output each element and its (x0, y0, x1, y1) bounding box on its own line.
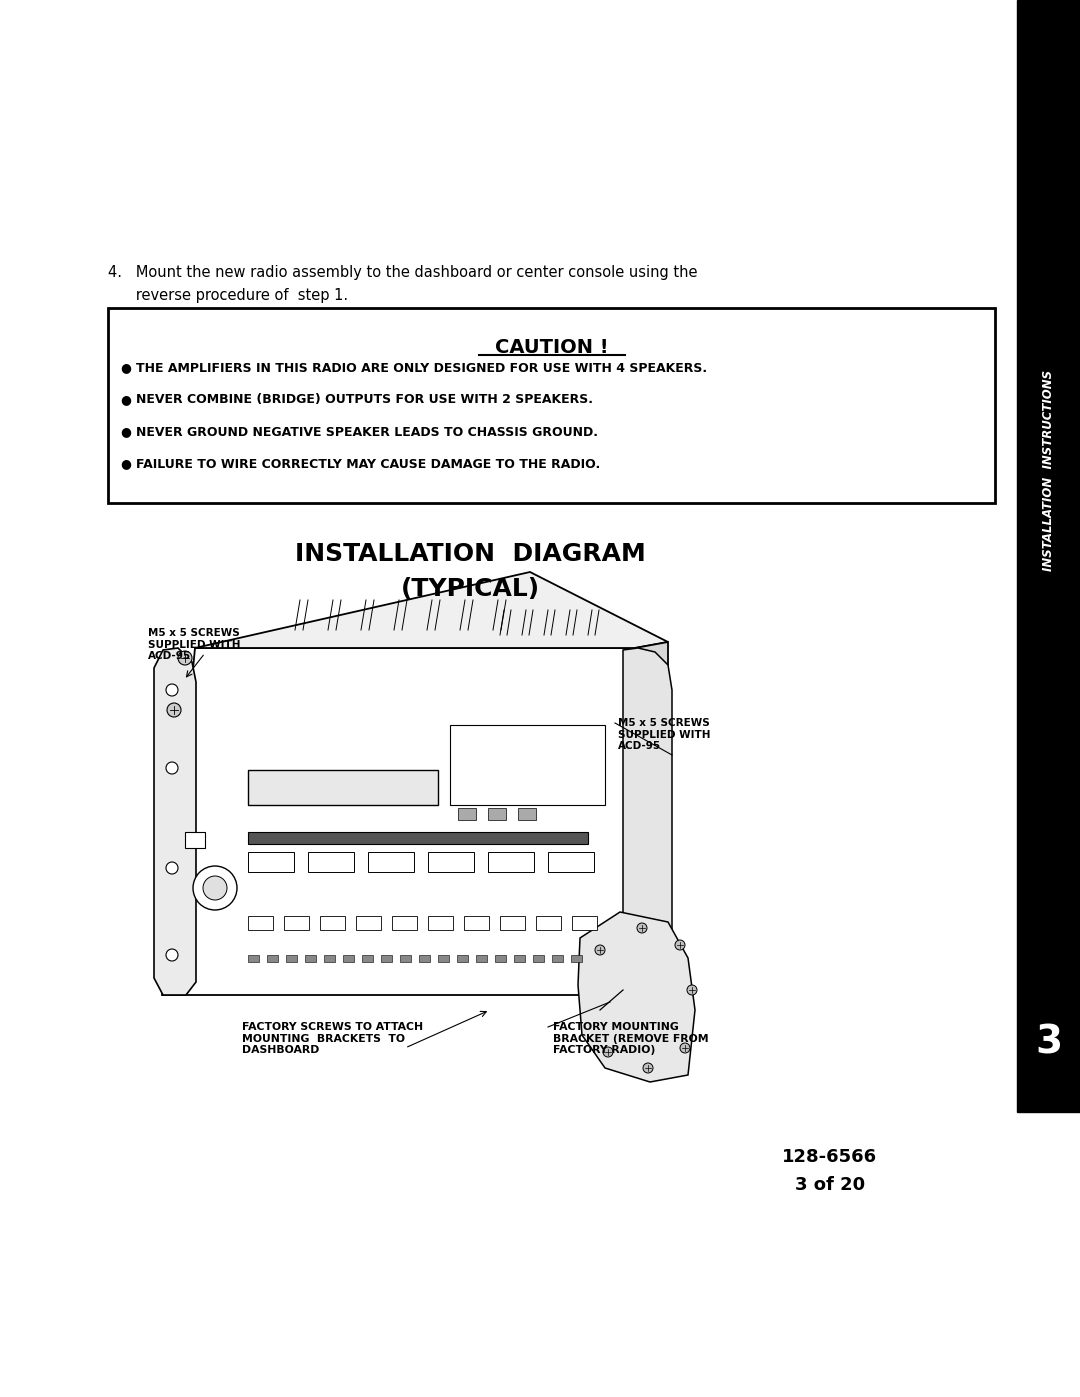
Text: 4.   Mount the new radio assembly to the dashboard or center console using the: 4. Mount the new radio assembly to the d… (108, 265, 698, 279)
Bar (476, 956, 487, 963)
Text: NEVER GROUND NEGATIVE SPEAKER LEADS TO CHASSIS GROUND.: NEVER GROUND NEGATIVE SPEAKER LEADS TO C… (136, 426, 598, 439)
Bar (428, 852, 474, 872)
Bar (514, 956, 525, 963)
Circle shape (675, 940, 685, 950)
Bar (438, 956, 449, 963)
Bar (248, 956, 259, 963)
Bar (400, 956, 411, 963)
Bar (457, 956, 468, 963)
Bar (308, 852, 354, 872)
Polygon shape (623, 648, 672, 995)
Circle shape (603, 1046, 613, 1058)
Bar (419, 956, 430, 963)
Bar (488, 807, 507, 820)
Text: ●: ● (120, 426, 131, 439)
Text: THE AMPLIFIERS IN THIS RADIO ARE ONLY DESIGNED FOR USE WITH 4 SPEAKERS.: THE AMPLIFIERS IN THIS RADIO ARE ONLY DE… (136, 362, 707, 374)
Polygon shape (578, 912, 696, 1083)
Bar (185, 833, 205, 848)
Bar (248, 770, 438, 805)
Bar (248, 852, 294, 872)
Bar (248, 833, 588, 844)
Circle shape (203, 876, 227, 900)
Circle shape (166, 862, 178, 875)
Text: NEVER COMBINE (BRIDGE) OUTPUTS FOR USE WITH 2 SPEAKERS.: NEVER COMBINE (BRIDGE) OUTPUTS FOR USE W… (136, 394, 593, 407)
Bar (286, 956, 297, 963)
Polygon shape (195, 571, 669, 648)
Bar (488, 852, 534, 872)
Bar (108, 307, 995, 503)
Text: (TYPICAL): (TYPICAL) (401, 577, 540, 601)
Bar (464, 916, 489, 930)
Bar (571, 956, 582, 963)
Bar (324, 956, 335, 963)
Bar (343, 956, 354, 963)
Bar (248, 916, 273, 930)
Bar (534, 956, 544, 963)
Circle shape (595, 944, 605, 956)
Polygon shape (162, 648, 635, 995)
Text: M5 x 5 SCREWS
SUPPLIED WITH
ACD-95: M5 x 5 SCREWS SUPPLIED WITH ACD-95 (618, 718, 711, 752)
Bar (381, 956, 392, 963)
Circle shape (166, 949, 178, 961)
Text: ●: ● (120, 362, 131, 374)
Bar (267, 956, 278, 963)
Bar (552, 956, 563, 963)
Text: CAUTION !: CAUTION ! (495, 338, 608, 358)
Text: FAILURE TO WIRE CORRECTLY MAY CAUSE DAMAGE TO THE RADIO.: FAILURE TO WIRE CORRECTLY MAY CAUSE DAMA… (136, 457, 600, 471)
Circle shape (680, 1044, 690, 1053)
Bar (1017, 0, 1080, 1112)
Bar (305, 956, 316, 963)
Bar (450, 725, 605, 805)
Text: INSTALLATION  INSTRUCTIONS: INSTALLATION INSTRUCTIONS (1042, 369, 1055, 570)
Polygon shape (154, 648, 195, 995)
Circle shape (167, 703, 181, 717)
Text: M5 x 5 SCREWS
SUPPLIED WITH
ACD-95: M5 x 5 SCREWS SUPPLIED WITH ACD-95 (148, 629, 241, 661)
Circle shape (637, 923, 647, 933)
Polygon shape (623, 643, 669, 995)
Bar (495, 956, 507, 963)
Bar (500, 916, 525, 930)
Text: FACTORY MOUNTING
BRACKET (REMOVE FROM
FACTORY RADIO): FACTORY MOUNTING BRACKET (REMOVE FROM FA… (553, 1023, 708, 1055)
Bar (458, 807, 476, 820)
Circle shape (166, 685, 178, 696)
Circle shape (166, 761, 178, 774)
Text: ●: ● (120, 457, 131, 471)
Bar (356, 916, 381, 930)
Bar (536, 916, 561, 930)
Bar (548, 852, 594, 872)
Text: FACTORY SCREWS TO ATTACH
MOUNTING  BRACKETS  TO
DASHBOARD: FACTORY SCREWS TO ATTACH MOUNTING BRACKE… (242, 1023, 423, 1055)
Circle shape (687, 985, 697, 995)
Bar (518, 807, 536, 820)
Circle shape (643, 1063, 653, 1073)
Text: ●: ● (120, 394, 131, 407)
Text: INSTALLATION  DIAGRAM: INSTALLATION DIAGRAM (295, 542, 646, 566)
Bar (392, 916, 417, 930)
Circle shape (178, 651, 192, 665)
Text: 128-6566: 128-6566 (782, 1148, 878, 1166)
Bar (572, 916, 597, 930)
Text: 3: 3 (1035, 1023, 1062, 1060)
Bar (320, 916, 345, 930)
Bar (428, 916, 453, 930)
Bar (284, 916, 309, 930)
Bar (368, 852, 414, 872)
Text: reverse procedure of  step 1.: reverse procedure of step 1. (108, 288, 348, 303)
Circle shape (193, 866, 237, 909)
Bar (362, 956, 373, 963)
Text: 3 of 20: 3 of 20 (795, 1176, 865, 1194)
